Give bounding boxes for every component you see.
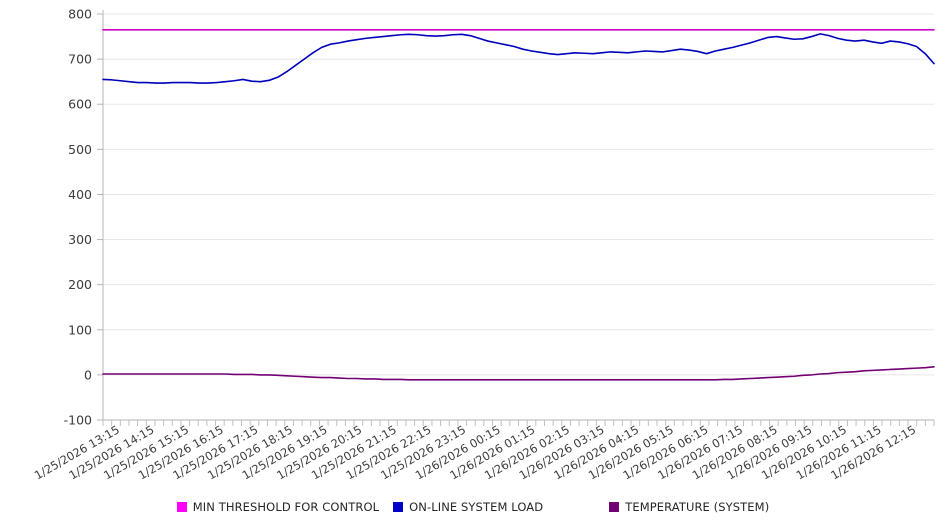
legend-label-temperature-system: TEMPERATURE (SYSTEM) bbox=[625, 500, 770, 514]
x-axis-minor-ticks bbox=[102, 420, 935, 426]
svg-text:600: 600 bbox=[68, 97, 92, 112]
svg-text:800: 800 bbox=[68, 7, 92, 22]
svg-text:400: 400 bbox=[68, 187, 92, 202]
legend-swatch-temperature-system bbox=[609, 502, 620, 512]
chart-legend: MIN THRESHOLD FOR CONTROL ON-LINE SYSTEM… bbox=[0, 494, 946, 520]
series-lines bbox=[102, 28, 935, 381]
svg-text:-100: -100 bbox=[64, 413, 92, 428]
svg-text:200: 200 bbox=[68, 277, 92, 292]
gridlines bbox=[103, 13, 934, 376]
legend-swatch-min-threshold-for-control bbox=[176, 502, 187, 512]
svg-text:0: 0 bbox=[84, 367, 92, 382]
legend-swatch-on-line-system-load bbox=[393, 502, 404, 512]
legend-label-on-line-system-load: ON-LINE SYSTEM LOAD bbox=[409, 500, 544, 514]
legend-item-temperature-system[interactable]: TEMPERATURE (SYSTEM) bbox=[609, 500, 769, 514]
y-axis-ticks bbox=[97, 13, 103, 421]
svg-text:100: 100 bbox=[68, 322, 92, 337]
svg-text:300: 300 bbox=[68, 232, 92, 247]
legend-label-min-threshold-for-control: MIN THRESHOLD FOR CONTROL bbox=[192, 500, 380, 514]
legend-item-min-threshold-for-control[interactable]: MIN THRESHOLD FOR CONTROL bbox=[176, 500, 380, 514]
x-axis-labels: 1/25/2026 13:151/25/2026 14:151/25/2026 … bbox=[32, 422, 918, 482]
svg-text:500: 500 bbox=[68, 142, 92, 157]
legend-item-on-line-system-load[interactable]: ON-LINE SYSTEM LOAD bbox=[393, 500, 543, 514]
svg-text:700: 700 bbox=[68, 52, 92, 67]
y-axis-labels: 800 700 600 500 400 300 200 100 0 -100 bbox=[64, 7, 92, 428]
